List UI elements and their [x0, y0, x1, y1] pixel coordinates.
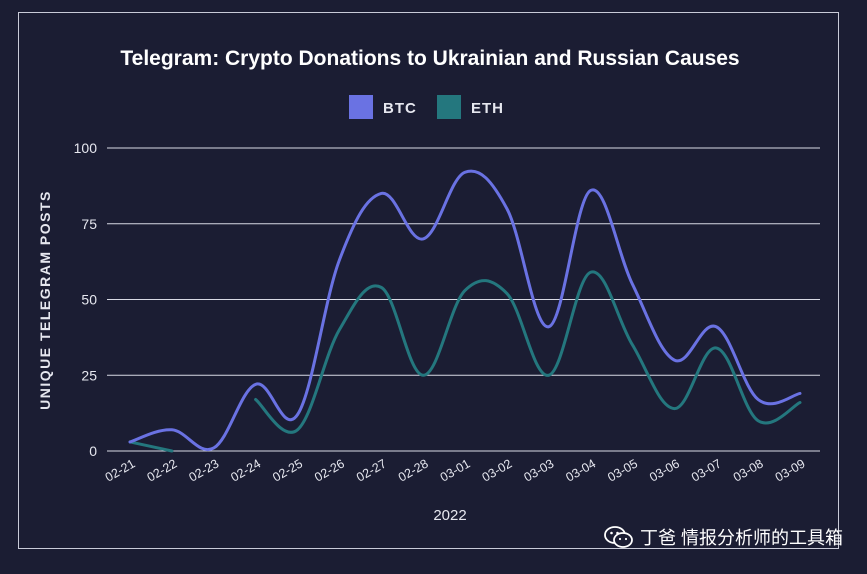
x-tick-label: 03-08 [731, 456, 766, 484]
chart-title: Telegram: Crypto Donations to Ukrainian … [120, 47, 739, 70]
x-tick-label: 03-09 [773, 456, 808, 484]
x-tick-label: 02-26 [312, 456, 347, 484]
x-tick-label: 02-23 [187, 456, 222, 484]
y-tick-label: 50 [81, 292, 97, 308]
y-tick-label: 25 [81, 367, 97, 383]
x-tick-label: 03-07 [689, 456, 724, 484]
legend-label-btc: BTC [383, 100, 417, 117]
x-tick-label: 02-21 [103, 456, 138, 484]
watermark-text: 丁爸 情报分析师的工具箱 [640, 528, 843, 548]
legend-swatch-eth [437, 95, 461, 119]
legend-label-eth: ETH [471, 100, 504, 117]
legend: BTC ETH [349, 95, 504, 119]
x-tick-label: 02-27 [354, 456, 389, 484]
gridlines [107, 147, 820, 452]
chart-frame [18, 12, 839, 549]
x-tick-label: 02-28 [396, 456, 431, 484]
y-tick-labels: 0 25 50 75 100 [74, 140, 98, 459]
series-line-eth-1 [254, 270, 802, 434]
series-lines [128, 169, 802, 453]
y-tick-label: 100 [74, 140, 98, 156]
x-tick-label: 03-03 [522, 456, 557, 484]
x-axis-label: 2022 [433, 507, 466, 524]
x-tick-label: 02-24 [228, 456, 263, 484]
x-tick-label: 02-25 [270, 456, 305, 484]
x-tick-label: 03-06 [647, 456, 682, 484]
series-line-btc [128, 169, 802, 452]
y-axis-label: UNIQUE TELEGRAM POSTS [37, 190, 53, 410]
y-tick-label: 75 [81, 216, 97, 232]
x-tick-label: 03-04 [563, 456, 598, 484]
x-tick-labels: 02-21 02-22 02-23 02-24 02-25 02-26 02-27 02-28… [103, 456, 808, 484]
series-line-eth [128, 440, 174, 453]
watermark: 丁爸 情报分析师的工具箱 [604, 524, 843, 550]
x-tick-label: 02-22 [145, 456, 180, 484]
legend-swatch-btc [349, 95, 373, 119]
y-tick-label: 0 [89, 443, 97, 459]
x-tick-label: 03-05 [605, 456, 640, 484]
wechat-icon [604, 526, 633, 548]
x-tick-label: 03-02 [480, 456, 515, 484]
x-tick-label: 03-01 [438, 456, 473, 484]
